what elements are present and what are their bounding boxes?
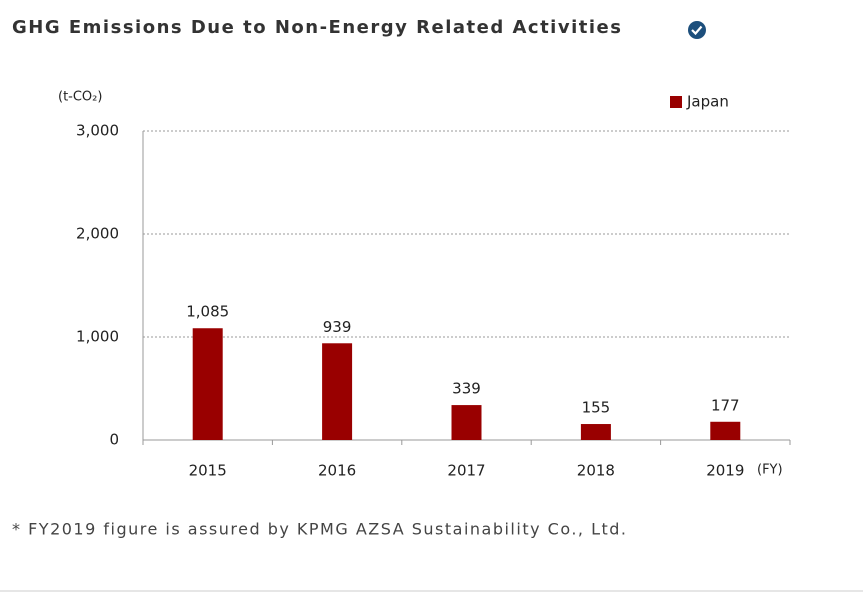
chart-title: GHG Emissions Due to Non-Energy Related … xyxy=(12,17,622,38)
x-tick-label: 2017 xyxy=(447,462,485,480)
bar xyxy=(451,405,482,440)
x-tick-label: 2018 xyxy=(577,462,615,480)
y-tick-label: 3,000 xyxy=(76,122,119,140)
legend-swatch xyxy=(670,96,682,108)
y-unit: (t-CO₂) xyxy=(58,90,102,105)
footnote: * FY2019 figure is assured by KPMG AZSA … xyxy=(12,520,628,539)
value-label: 339 xyxy=(452,380,481,398)
bar xyxy=(192,328,223,440)
value-label: 1,085 xyxy=(186,303,229,321)
legend-label: Japan xyxy=(686,93,729,111)
y-tick-label: 0 xyxy=(109,431,119,449)
verified-icon xyxy=(688,21,706,39)
bar xyxy=(580,424,611,440)
y-tick-label: 1,000 xyxy=(76,328,119,346)
bar xyxy=(322,343,353,440)
x-unit: (FY) xyxy=(757,463,783,478)
bar xyxy=(710,421,741,440)
x-tick-label: 2015 xyxy=(189,462,227,480)
y-tick-label: 2,000 xyxy=(76,225,119,243)
value-label: 155 xyxy=(582,399,611,417)
value-label: 939 xyxy=(323,318,352,336)
x-tick-label: 2016 xyxy=(318,462,356,480)
x-tick-label: 2019 xyxy=(706,462,744,480)
value-label: 177 xyxy=(711,396,740,414)
